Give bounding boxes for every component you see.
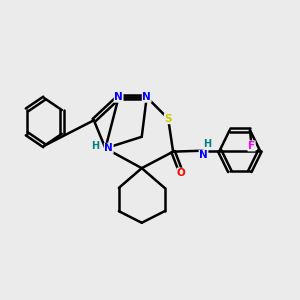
Text: F: F <box>248 141 255 151</box>
Text: N: N <box>104 143 113 153</box>
Text: S: S <box>164 114 172 124</box>
Text: O: O <box>177 168 186 178</box>
Text: H: H <box>203 139 211 149</box>
Text: H: H <box>92 141 100 151</box>
Text: N: N <box>142 92 151 102</box>
Text: N: N <box>199 150 208 160</box>
Text: N: N <box>114 92 123 102</box>
